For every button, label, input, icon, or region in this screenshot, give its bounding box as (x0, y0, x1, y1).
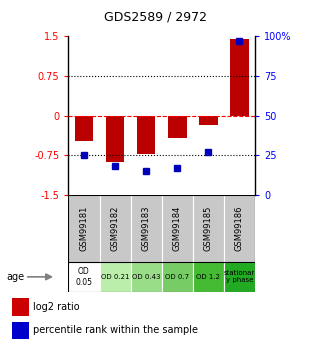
Bar (12, 298, 29, 316)
Text: GSM99186: GSM99186 (235, 206, 244, 251)
Text: log2 ratio: log2 ratio (33, 302, 80, 312)
Bar (162, 195, 193, 262)
Bar (224, 262, 255, 292)
Text: OD 0.43: OD 0.43 (132, 274, 160, 280)
Text: GDS2589 / 2972: GDS2589 / 2972 (104, 10, 207, 23)
Bar (100, 195, 131, 262)
Text: percentile rank within the sample: percentile rank within the sample (33, 325, 198, 335)
Bar (193, 195, 224, 262)
Bar (230, 39, 249, 116)
Bar (75, 116, 93, 141)
Text: OD 0.21: OD 0.21 (101, 274, 129, 280)
Bar (168, 116, 187, 138)
Text: GSM99183: GSM99183 (142, 206, 151, 251)
Bar (12, 322, 29, 339)
Bar (106, 116, 124, 162)
Text: OD 1.2: OD 1.2 (196, 274, 220, 280)
Text: GSM99184: GSM99184 (173, 206, 182, 251)
Bar (68, 262, 100, 292)
Bar (131, 195, 162, 262)
Bar (224, 195, 255, 262)
Text: GSM99181: GSM99181 (80, 206, 88, 251)
Bar (193, 262, 224, 292)
Text: OD 0.7: OD 0.7 (165, 274, 189, 280)
Bar (137, 116, 156, 154)
Text: GSM99185: GSM99185 (204, 206, 213, 251)
Bar (100, 262, 131, 292)
Bar (199, 116, 218, 125)
Text: age: age (6, 272, 24, 282)
Bar (162, 262, 193, 292)
Text: stationar
y phase: stationar y phase (224, 270, 255, 283)
Text: GSM99182: GSM99182 (111, 206, 119, 251)
Bar (68, 195, 100, 262)
Bar (131, 262, 162, 292)
Text: OD
0.05: OD 0.05 (76, 267, 92, 287)
